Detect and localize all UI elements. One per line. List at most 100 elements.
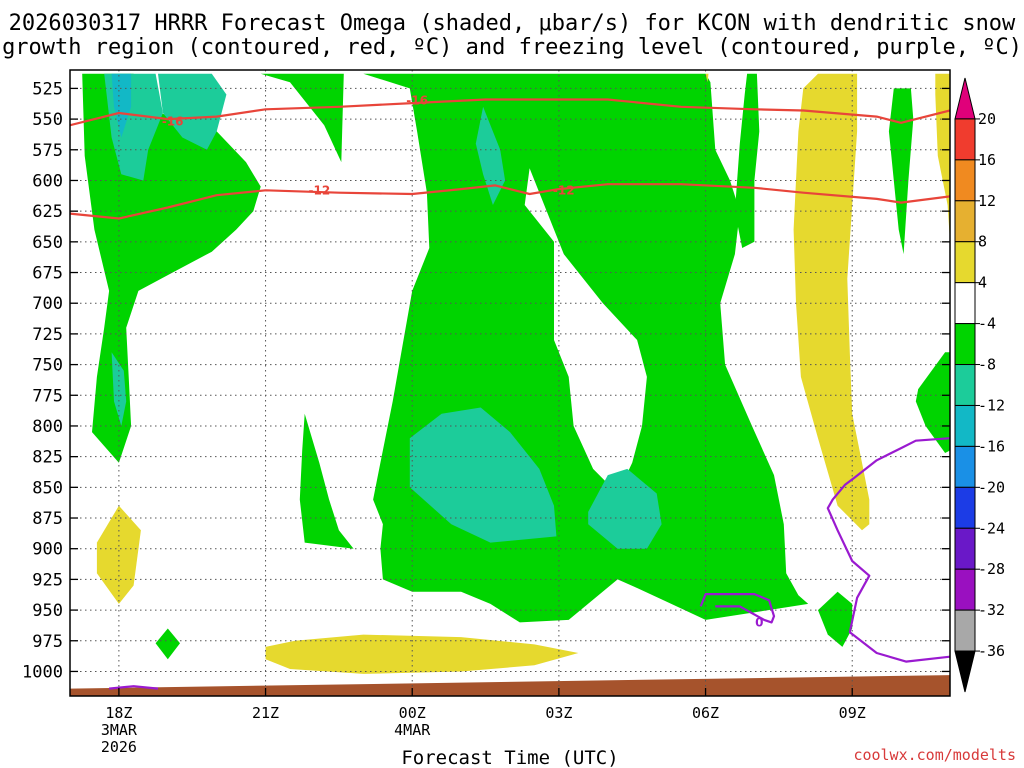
colorbar-tick-label-16: 16: [978, 151, 996, 169]
colorbar-bin-12: [954, 568, 976, 611]
y-tick-label-700: 700: [32, 294, 63, 314]
omega-region-central-teal-upper: [475, 106, 506, 205]
omega-region-left-green-band: [82, 73, 261, 463]
colorbar-bin-6: [954, 323, 976, 366]
x-tick-date-00Z: 4MAR: [394, 721, 431, 739]
chart-title-line2: growth region (contoured, red, ºC) and f…: [2, 35, 1022, 60]
omega-region-left-teal-patch: [158, 73, 227, 150]
contour-label-dgz-minus-16-0: -16: [162, 115, 184, 129]
colorbar-bin-1: [954, 118, 976, 161]
omega-region-central-white-hole: [524, 168, 647, 494]
y-tick-label-775: 775: [32, 386, 63, 406]
contour-dgz-minus-12: [70, 183, 950, 220]
y-tick-label-575: 575: [32, 141, 63, 161]
x-tick-label-03Z: 03Z: [545, 704, 572, 722]
x-tick-date-18Z: 3MAR: [101, 721, 138, 739]
ground-terrain: [70, 675, 950, 696]
colorbar-bin-4: [954, 241, 976, 284]
omega-region-left-cyan: [111, 73, 132, 138]
omega-region-right-yellow-edge: [935, 73, 950, 242]
colorbar-bin-top: [954, 77, 976, 120]
colorbar-tick-label--4: -4: [978, 315, 996, 333]
colorbar-tick-label-4: 4: [978, 274, 987, 292]
omega-region-tiny-green-diamond: [155, 628, 180, 660]
omega-region-yellow-near-surface: [265, 634, 579, 674]
colorbar-tick-label-12: 12: [978, 192, 996, 210]
y-tick-label-900: 900: [32, 540, 63, 560]
colorbar-bin-13: [954, 609, 976, 652]
x-tick-year-18Z: 2026: [101, 738, 137, 756]
y-tick-label-675: 675: [32, 264, 63, 284]
omega-region-thin-green-far-right: [888, 88, 914, 255]
y-tick-label-1000: 1000: [22, 662, 63, 682]
x-axis-label: Forecast Time (UTC): [401, 747, 618, 768]
colorbar-tick-label--12: -12: [978, 396, 1005, 414]
y-tick-label-925: 925: [32, 570, 63, 590]
colorbar: 20 16 12 8 4 -4 -8 -12 -16 -20 -24 -28 -32 -36: [954, 77, 1005, 693]
contour-freezing-level-surface: [108, 685, 159, 690]
omega-region-narrow-green-right: [734, 73, 760, 248]
grid-lines: [70, 70, 950, 696]
colorbar-tick-label--32: -32: [978, 601, 1005, 619]
plot-frame: [69, 69, 951, 697]
y-tick-label-950: 950: [32, 601, 63, 621]
contour-dgz-minus-16: [70, 98, 950, 127]
y-tick-label-650: 650: [32, 233, 63, 253]
colorbar-tick-label--20: -20: [978, 478, 1005, 496]
omega-region-small-green-cell: [299, 413, 354, 549]
colorbar-bin-11: [954, 527, 976, 570]
colorbar-bin-3: [954, 200, 976, 243]
omega-region-yellow-lower-left: [96, 505, 141, 604]
omega-region-right-yellow-band: [793, 73, 870, 531]
omega-region-left-teal-lower: [111, 352, 127, 426]
colorbar-bin-bottom: [954, 650, 976, 693]
colorbar-tick-label--36: -36: [978, 642, 1005, 660]
x-tick-label-18Z: 18Z: [105, 704, 132, 722]
colorbar-bin-10: [954, 486, 976, 529]
omega-region-central-green-band: [148, 73, 809, 623]
y-tick-label-525: 525: [32, 79, 63, 99]
y-tick-label-800: 800: [32, 417, 63, 437]
omega-region-central-teal-right: [588, 468, 662, 549]
ground-fill: [70, 675, 950, 696]
contour-label-dgz-minus-12-0: -12: [308, 183, 330, 197]
omega-region-lower-green-cell: [818, 591, 853, 647]
y-tick-label-975: 975: [32, 632, 63, 652]
x-tick-label-00Z: 00Z: [399, 704, 426, 722]
contour-freezing-level-0: [826, 437, 950, 663]
colorbar-bin-7: [954, 364, 976, 406]
colorbar-bin-2: [954, 159, 976, 202]
contour-label-freezing-level-loop-0: 0: [755, 615, 763, 629]
y-tick-label-850: 850: [32, 478, 63, 498]
colorbar-tick-label--16: -16: [978, 437, 1005, 455]
omega-region-right-green-edge: [915, 352, 950, 453]
omega-region-central-teal-mid: [409, 407, 557, 543]
x-tick-label-21Z: 21Z: [252, 704, 279, 722]
y-tick-label-725: 725: [32, 325, 63, 345]
y-axis: 525 550 575 600 625 650 675 700 725 750 775 800 825 8…: [22, 79, 950, 682]
colorbar-bin-9: [954, 445, 976, 488]
credit-link[interactable]: coolwx.com/modelts: [853, 746, 1016, 764]
colorbar-tick-label--24: -24: [978, 519, 1005, 537]
colorbar-bin-5: [954, 282, 976, 325]
y-tick-label-600: 600: [32, 171, 63, 191]
y-tick-label-550: 550: [32, 110, 63, 130]
contour-label-dgz-minus-12-1: -12: [553, 183, 575, 197]
colorbar-bin-8: [954, 404, 976, 447]
y-tick-label-875: 875: [32, 509, 63, 529]
colorbar-tick-label-20: 20: [978, 110, 996, 128]
colorbar-tick-label--8: -8: [978, 356, 996, 374]
contour-label-dgz-minus-16-1: -16: [406, 94, 428, 108]
y-tick-label-625: 625: [32, 202, 63, 222]
chart-title-line1: 2026030317 HRRR Forecast Omega (shaded, …: [9, 11, 1016, 36]
y-tick-label-825: 825: [32, 448, 63, 468]
omega-region-tiny-yellow: [705, 73, 709, 83]
contour-lines: -16 -16 -12 -12 0: [70, 94, 950, 690]
colorbar-tick-label--28: -28: [978, 560, 1005, 578]
y-tick-label-750: 750: [32, 356, 63, 376]
omega-shading: [82, 73, 950, 674]
colorbar-tick-label-8: 8: [978, 233, 987, 251]
contour-freezing-level-loop: [699, 592, 776, 624]
